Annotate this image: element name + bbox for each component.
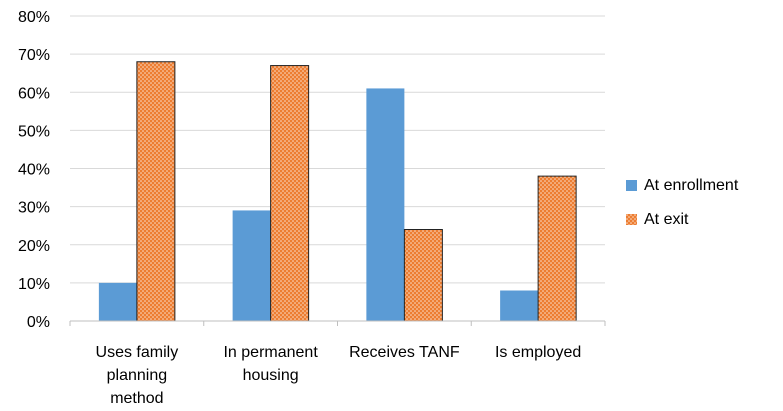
bar-at-exit: [270, 65, 310, 322]
bar-at-enrollment: [500, 290, 539, 321]
legend-label: At enrollment: [644, 177, 739, 194]
category-label: Is employed: [495, 344, 581, 361]
x-axis: Uses family planning method In permanent hou…: [69, 320, 606, 407]
y-tick-label: 10%: [18, 276, 50, 293]
y-tick-label: 60%: [18, 85, 50, 102]
y-tick-label: 80%: [18, 9, 50, 26]
category-label: Receives TANF: [349, 344, 460, 361]
category-label: In permanent housing: [223, 344, 318, 384]
legend-swatch: [626, 180, 637, 191]
bar-at-enrollment: [232, 210, 271, 321]
y-axis: 0% 10% 20% 30% 40% 50% 60% 70% 80%: [18, 9, 50, 331]
bar-at-enrollment: [366, 88, 405, 321]
category-label: Uses family planning method: [96, 344, 179, 407]
y-tick-label: 30%: [18, 200, 50, 217]
y-tick-label: 50%: [18, 123, 50, 140]
legend: At enrollment At exit: [626, 177, 739, 228]
legend-label: At exit: [644, 211, 689, 228]
y-tick-label: 70%: [18, 47, 50, 64]
bars: [98, 61, 577, 322]
y-tick-label: 20%: [18, 238, 50, 255]
bar-at-exit: [136, 61, 176, 322]
legend-swatch: [626, 214, 637, 225]
y-tick-label: 40%: [18, 162, 50, 179]
bar-at-enrollment: [98, 282, 137, 321]
y-tick-label: 0%: [27, 314, 50, 331]
bar-at-exit: [403, 229, 443, 322]
bar-at-exit: [537, 175, 577, 322]
